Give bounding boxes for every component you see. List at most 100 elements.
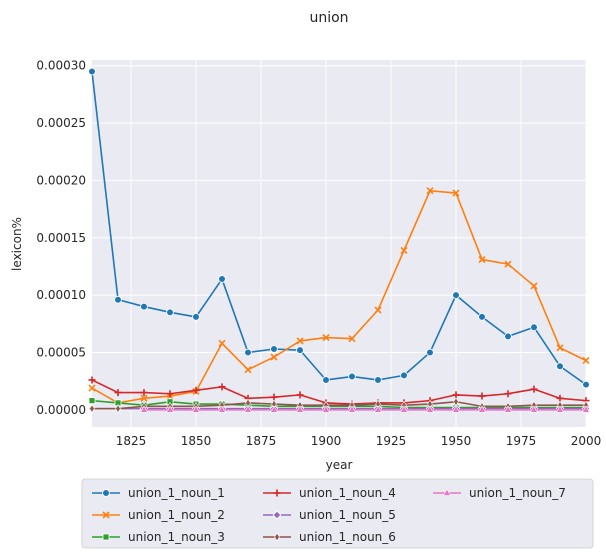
x-tick-label: 1925 bbox=[376, 434, 407, 448]
data-point bbox=[530, 385, 538, 393]
data-point bbox=[348, 372, 356, 381]
data-point bbox=[218, 339, 226, 347]
legend-item: union_1_noun_2 bbox=[92, 508, 225, 522]
data-point bbox=[322, 376, 330, 384]
series-line bbox=[91, 189, 587, 404]
data-point bbox=[504, 260, 512, 268]
data-point bbox=[400, 246, 408, 254]
y-tick-label: 0.00000 bbox=[36, 403, 86, 417]
legend-marker bbox=[442, 488, 452, 496]
data-point bbox=[244, 348, 252, 357]
legend-box bbox=[81, 478, 594, 549]
data-point bbox=[166, 390, 174, 398]
data-point bbox=[399, 405, 409, 413]
data-point bbox=[140, 394, 148, 402]
legend-item: union_1_noun_6 bbox=[263, 530, 396, 544]
data-point bbox=[140, 302, 148, 311]
data-point bbox=[529, 405, 539, 413]
data-point bbox=[296, 337, 304, 345]
data-point bbox=[244, 366, 252, 374]
data-point bbox=[582, 356, 590, 365]
legend-marker bbox=[274, 532, 280, 542]
data-point bbox=[269, 405, 279, 413]
data-point bbox=[115, 404, 121, 414]
data-point bbox=[426, 348, 434, 357]
data-point bbox=[296, 346, 304, 354]
data-point bbox=[452, 291, 460, 299]
data-point bbox=[556, 394, 564, 402]
data-point bbox=[322, 333, 330, 342]
legend-label: union_1_noun_1 bbox=[128, 486, 225, 500]
data-point bbox=[556, 344, 564, 352]
legend-marker bbox=[102, 533, 110, 541]
data-point bbox=[347, 405, 357, 413]
x-tick-label: 1825 bbox=[116, 434, 147, 448]
x-tick-label: 1875 bbox=[246, 434, 277, 448]
data-point bbox=[88, 384, 96, 392]
y-tick-label: 0.00025 bbox=[36, 116, 86, 130]
data-point bbox=[192, 313, 200, 321]
legend-label: union_1_noun_5 bbox=[299, 508, 396, 522]
x-tick-label: 1975 bbox=[506, 434, 537, 448]
plot-background bbox=[92, 60, 586, 427]
series-layer bbox=[87, 67, 591, 414]
data-point bbox=[582, 380, 590, 389]
y-tick-label: 0.00010 bbox=[36, 288, 86, 302]
data-point bbox=[166, 308, 174, 317]
data-point bbox=[191, 405, 201, 413]
data-point bbox=[114, 389, 122, 397]
x-tick-label: 2000 bbox=[571, 434, 602, 448]
legend-label: union_1_noun_2 bbox=[128, 508, 225, 522]
data-point bbox=[165, 405, 175, 413]
y-tick-label: 0.00030 bbox=[36, 59, 86, 73]
y-tick-labels: 0.00000 0.00005 0.00010 0.00015 0.00020 0.000… bbox=[36, 59, 86, 417]
data-point bbox=[270, 345, 278, 353]
x-axis-label: year bbox=[326, 458, 353, 472]
data-point bbox=[452, 189, 460, 197]
data-point bbox=[217, 405, 227, 413]
data-point bbox=[140, 389, 148, 397]
data-point bbox=[425, 405, 435, 413]
data-point bbox=[452, 391, 460, 399]
legend-marker bbox=[102, 489, 110, 497]
data-point bbox=[400, 371, 408, 380]
legend-marker bbox=[102, 511, 110, 519]
series-line bbox=[92, 400, 586, 410]
y-tick-label: 0.00005 bbox=[36, 345, 86, 359]
data-point bbox=[426, 187, 434, 195]
data-point bbox=[348, 335, 356, 343]
series-line bbox=[91, 379, 587, 405]
data-point bbox=[451, 405, 461, 413]
series-line bbox=[91, 71, 587, 386]
chart-title: union bbox=[309, 10, 348, 26]
x-tick-label: 1950 bbox=[441, 434, 472, 448]
legend-item: union_1_noun_7 bbox=[433, 486, 566, 500]
data-point bbox=[478, 392, 486, 400]
legend-item: union_1_noun_1 bbox=[92, 486, 225, 500]
x-tick-label: 1850 bbox=[181, 434, 212, 448]
y-tick-label: 0.00020 bbox=[36, 173, 86, 187]
data-point bbox=[374, 306, 382, 314]
data-point bbox=[477, 405, 487, 413]
data-point bbox=[555, 405, 565, 413]
legend-label: union_1_noun_3 bbox=[128, 530, 225, 544]
series-line bbox=[91, 399, 586, 409]
data-point bbox=[504, 390, 512, 398]
legend-marker bbox=[273, 489, 281, 497]
series-union_1_noun_7 bbox=[139, 405, 591, 413]
data-point bbox=[581, 405, 591, 413]
data-point bbox=[192, 386, 200, 394]
data-point bbox=[114, 295, 122, 304]
x-tick-labels: 1825 1850 1875 1900 1925 1950 1975 2000 bbox=[116, 434, 602, 448]
data-point bbox=[270, 393, 278, 401]
data-point bbox=[243, 405, 253, 413]
legend-item: union_1_noun_5 bbox=[263, 508, 396, 522]
data-point bbox=[530, 323, 538, 332]
data-point bbox=[89, 404, 95, 414]
data-point bbox=[88, 397, 96, 405]
legend-label: union_1_noun_4 bbox=[299, 486, 396, 500]
data-point bbox=[218, 275, 226, 283]
y-axis-label: lexicon% bbox=[10, 217, 24, 271]
legend: union_1_noun_1 union_1_noun_2 union_1_noun… bbox=[81, 478, 594, 549]
